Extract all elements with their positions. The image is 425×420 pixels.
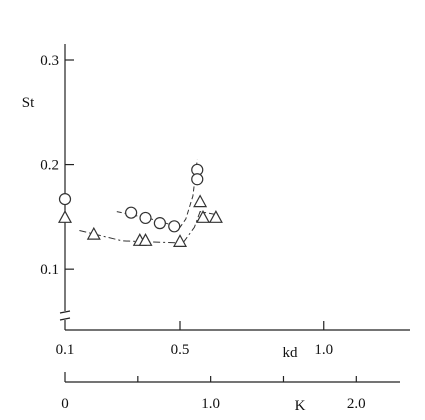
y-axis-break-mark xyxy=(59,310,71,321)
circle-marker xyxy=(58,192,72,206)
y-axis-ticks: 0.1 0.2 0.3 xyxy=(40,53,74,278)
triangle-marker xyxy=(193,194,208,208)
y-tick-label: 0.1 xyxy=(40,262,59,278)
triangle-marker xyxy=(138,233,153,246)
x-kd-tick-label: 0.1 xyxy=(56,342,75,358)
y-tick-label: 0.2 xyxy=(40,158,59,174)
circle-marker xyxy=(168,220,181,233)
x-axis-kd-ticks: 0.1 0.5 1.0 xyxy=(56,321,333,358)
circle-series-curve xyxy=(116,159,198,228)
circle-marker xyxy=(153,217,166,230)
x-kd-tick-label: 1.0 xyxy=(314,342,333,358)
x-K-tick-label: 0 xyxy=(61,396,69,412)
y-tick-label: 0.3 xyxy=(40,53,59,69)
circle-marker xyxy=(125,206,138,219)
x-K-tick-label: 2.0 xyxy=(347,396,366,412)
x-axis-kd-label: kd xyxy=(283,345,299,361)
triangle-series-curve xyxy=(79,211,218,244)
x-K-tick-label: 1.0 xyxy=(201,396,220,412)
triangle-marker xyxy=(86,226,101,240)
circle-marker xyxy=(191,173,204,186)
x-kd-tick-label: 0.5 xyxy=(171,342,190,358)
triangle-marker xyxy=(172,234,188,247)
circle-marker xyxy=(139,211,152,225)
x-axis-K-label: K xyxy=(295,398,306,414)
triangle-marker xyxy=(57,210,73,223)
triangle-marker xyxy=(195,210,211,223)
triangle-marker xyxy=(208,210,223,223)
series-markers xyxy=(57,163,223,247)
y-axis-label: St xyxy=(22,95,35,111)
x-axis-K-ticks: 0 1.0 2.0 xyxy=(61,372,366,412)
series-curves xyxy=(79,159,218,244)
